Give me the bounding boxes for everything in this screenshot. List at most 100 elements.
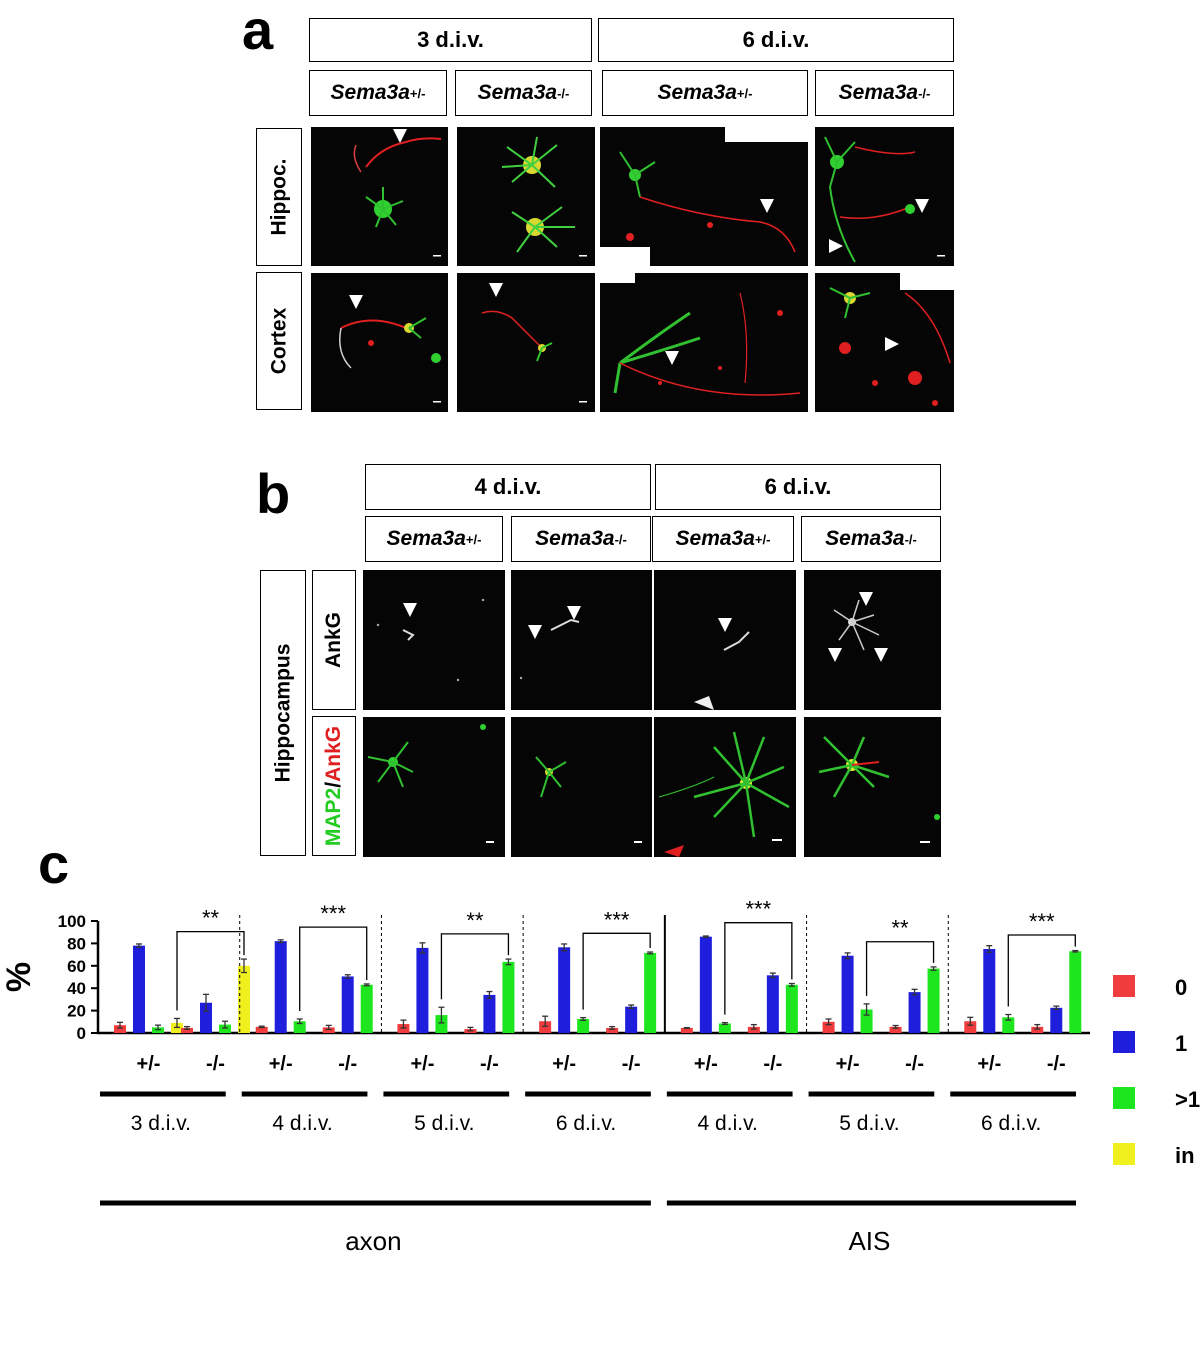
legend-label: 0: [1175, 975, 1187, 1000]
bar-6div-+/-->1: [577, 1019, 590, 1033]
b-micrograph-ankg-ko-6div: [804, 570, 941, 710]
significance-stars: **: [892, 916, 910, 941]
significance-bracket: [724, 922, 793, 1015]
a-micrograph-cortex-het-6div: [600, 273, 808, 412]
bar-4div-+/--1: [699, 936, 712, 1033]
group-label: 5 d.i.v.: [839, 1112, 899, 1135]
genotype-label: -/-: [206, 1053, 225, 1075]
b-micrograph-ankg-het-4div: [363, 570, 505, 710]
y-axis-label: %: [0, 962, 38, 992]
legend-label: >1: [1175, 1087, 1200, 1112]
bar-3div--/--0: [181, 1027, 193, 1033]
significance-stars: ***: [1029, 909, 1055, 934]
a-micrograph-cortex-ko-3div: [457, 273, 595, 412]
bar-3div--/--in: [238, 965, 250, 1033]
bar-6div--/--1: [625, 1006, 638, 1033]
b-row-ankg: AnkG: [312, 570, 356, 710]
b-row-map2-ankg: MAP2/AnkG: [312, 716, 356, 856]
bar-5div-+/--1: [841, 955, 854, 1033]
bar-5div--/-->1: [502, 961, 515, 1033]
bar-4div--/--0: [322, 1027, 335, 1033]
legend-label: in: [1175, 1143, 1195, 1168]
y-tick-label: 20: [67, 1002, 86, 1021]
b-micrograph-ankg-ko-4div: [511, 570, 652, 710]
a-genotype-het-3div: Sema3a +/-: [309, 70, 447, 116]
group-label: 3 d.i.v.: [131, 1112, 191, 1135]
bar-3div-+/--0: [114, 1025, 126, 1033]
b-genotype-het-4div: Sema3a +/-: [365, 516, 503, 562]
bar-4div--/--1: [766, 975, 779, 1033]
bar-4div--/-->1: [785, 984, 798, 1033]
b-group-4div: 4 d.i.v.: [365, 464, 651, 510]
category-label: AIS: [848, 1226, 890, 1256]
bar-chart: 0 20 40 60 80 100% +/- -/- ** 3 d.i.v. +/- -/- *** 4 …: [0, 897, 1200, 1256]
bar-4div-+/--0: [680, 1027, 693, 1033]
bar-6div-+/--0: [539, 1021, 552, 1033]
b-genotype-het-6div: Sema3a +/-: [652, 516, 794, 562]
legend-swatch-1: [1113, 1031, 1135, 1053]
significance-stars: **: [466, 908, 484, 933]
a-micrograph-cortex-het-3div: [311, 273, 448, 412]
legend-label: 1: [1175, 1031, 1187, 1056]
bar-5div--/--1: [908, 992, 921, 1033]
genotype-label: +/-: [269, 1053, 293, 1075]
bar-5div-+/--0: [822, 1021, 835, 1033]
significance-bracket: [582, 932, 651, 1010]
bar-4div-+/-->1: [293, 1021, 306, 1033]
significance-stars: ***: [604, 907, 630, 932]
a-micrograph-hippoc-het-6div: [600, 127, 808, 266]
y-tick-label: 100: [58, 912, 86, 931]
bar-6div-+/--0: [964, 1021, 977, 1033]
b-genotype-ko-6div: Sema3a -/-: [801, 516, 941, 562]
genotype-label: +/-: [137, 1053, 161, 1075]
genotype-label: -/-: [763, 1053, 782, 1075]
group-label: 4 d.i.v.: [272, 1112, 332, 1135]
bar-6div--/-->1: [1069, 951, 1082, 1033]
genotype-label: +/-: [410, 1053, 434, 1075]
genotype-label: +/-: [977, 1053, 1001, 1075]
a-micrograph-cortex-ko-6div: [815, 273, 954, 412]
bar-6div--/--0: [1031, 1026, 1044, 1033]
category-label: axon: [345, 1226, 401, 1256]
panel-c-letter: c: [38, 832, 70, 895]
a-row-cortex: Cortex: [256, 272, 302, 410]
bar-5div-+/--1: [416, 947, 429, 1033]
group-label: 5 d.i.v.: [414, 1112, 474, 1135]
significance-stars: ***: [320, 901, 346, 926]
bar-4div-+/-->1: [718, 1023, 731, 1033]
bar-6div-+/--1: [558, 947, 571, 1033]
bar-5div-+/-->1: [435, 1015, 448, 1033]
genotype-label: +/-: [552, 1053, 576, 1075]
panel-b-letter: b: [256, 462, 291, 525]
b-genotype-ko-4div: Sema3a -/-: [511, 516, 651, 562]
genotype-label: -/-: [480, 1053, 499, 1075]
bar-5div--/-->1: [927, 968, 940, 1033]
a-group-3div: 3 d.i.v.: [309, 18, 592, 62]
bar-4div-+/--0: [255, 1026, 268, 1033]
a-micrograph-hippoc-het-3div: [311, 127, 448, 266]
bar-6div--/-->1: [644, 952, 657, 1033]
bar-4div--/--0: [747, 1026, 760, 1033]
bar-3div-+/--1: [133, 945, 145, 1033]
a-genotype-het-6div: Sema3a +/-: [602, 70, 808, 116]
bar-4div-+/--1: [274, 941, 287, 1033]
bar-5div--/--0: [889, 1026, 902, 1033]
group-label: 6 d.i.v.: [981, 1112, 1041, 1135]
a-row-hippoc: Hippoc.: [256, 128, 302, 266]
bar-6div--/--1: [1050, 1007, 1063, 1033]
panel-a-letter: a: [242, 0, 274, 61]
legend-swatch->1: [1113, 1087, 1135, 1109]
genotype-label: -/-: [1047, 1053, 1066, 1075]
significance-bracket: [299, 926, 368, 1011]
group-label: 4 d.i.v.: [698, 1112, 758, 1135]
y-tick-label: 0: [77, 1024, 86, 1043]
y-tick-label: 40: [67, 979, 86, 998]
group-label: 6 d.i.v.: [556, 1112, 616, 1135]
b-micrograph-merge-ko-4div: [511, 717, 652, 857]
a-genotype-ko-6div: Sema3a -/-: [815, 70, 954, 116]
bar-5div--/--1: [483, 994, 496, 1033]
a-genotype-ko-3div: Sema3a -/-: [455, 70, 592, 116]
genotype-label: +/-: [836, 1053, 860, 1075]
a-micrograph-hippoc-ko-6div: [815, 127, 954, 266]
genotype-label: +/-: [694, 1053, 718, 1075]
